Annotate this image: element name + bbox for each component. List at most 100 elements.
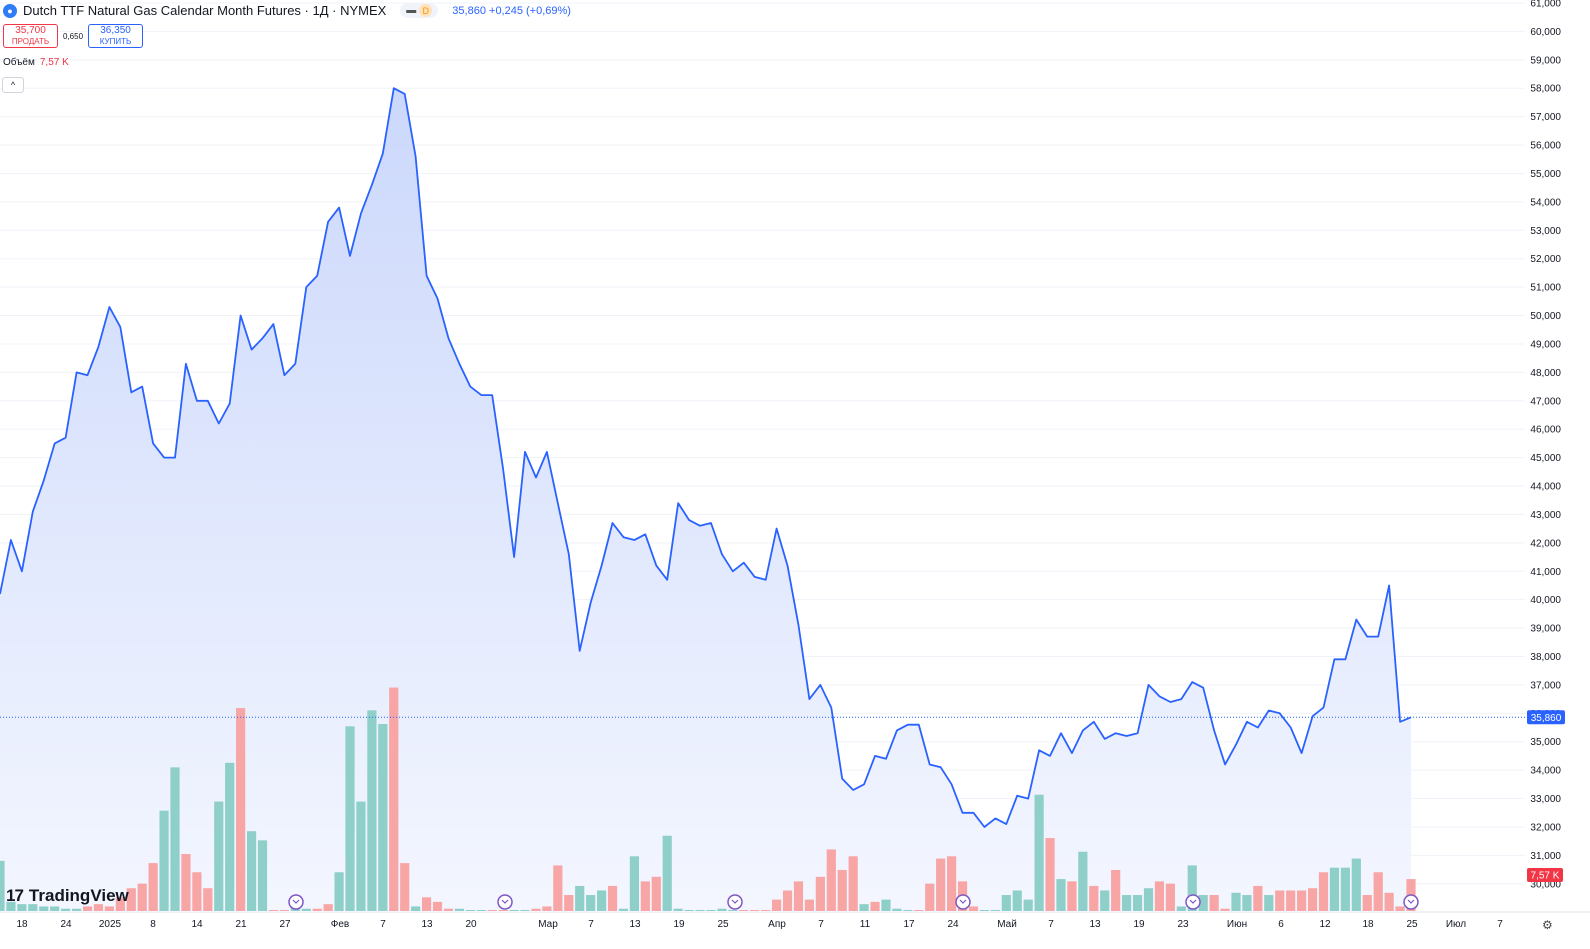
sell-button[interactable]: 35,700 ПРОДАТЬ: [3, 24, 58, 48]
volume-bar: [487, 910, 497, 911]
volume-bar: [782, 890, 793, 911]
y-tick-label: 30,000: [1530, 879, 1561, 890]
volume-bar: [1318, 872, 1329, 911]
volume-bar: [673, 908, 683, 911]
x-tick-label: 7: [1048, 919, 1054, 930]
x-tick-label: Июн: [1227, 919, 1247, 930]
volume-bar: [1307, 888, 1318, 911]
event-markers: [288, 894, 1419, 910]
volume-bar: [837, 869, 847, 911]
volume-bar: [1056, 879, 1066, 911]
volume-bar: [323, 904, 333, 911]
volume-bar: [301, 908, 311, 911]
volume-bar: [1089, 885, 1099, 911]
x-tick-label: Мар: [538, 919, 558, 930]
volume-bar: [761, 910, 771, 911]
y-tick-label: 51,000: [1530, 283, 1561, 294]
volume-bar: [268, 910, 279, 911]
y-tick-label: 38,000: [1530, 652, 1561, 663]
volume-bar: [848, 856, 858, 911]
volume-bar: [1362, 895, 1372, 911]
volume-bar: [750, 910, 760, 911]
volume-bar: [575, 885, 585, 911]
x-tick-label: Апр: [768, 919, 786, 930]
volume-bar: [553, 865, 563, 911]
dividend-arrow-icon: [1185, 894, 1201, 910]
drop-icon: ●: [3, 3, 17, 18]
volume-bar: [1154, 881, 1165, 911]
y-tick-label: 54,000: [1530, 197, 1561, 208]
volume-bar: [903, 910, 913, 911]
volume-bar: [170, 767, 180, 911]
volume-bar: [640, 881, 650, 911]
x-tick-label: Май: [997, 919, 1017, 930]
volume-bar: [1264, 895, 1274, 911]
market-status-badge[interactable]: ▬ D: [400, 3, 439, 18]
volume-bar: [520, 910, 530, 911]
y-tick-label: 58,000: [1530, 84, 1561, 95]
volume-bar: [61, 908, 71, 911]
volume-bar: [662, 835, 672, 911]
volume-bar: [509, 910, 519, 911]
gear-icon[interactable]: ⚙: [1542, 918, 1553, 932]
y-tick-label: 34,000: [1530, 766, 1561, 777]
volume-bar: [815, 876, 825, 911]
x-tick-label: 2025: [99, 919, 122, 930]
delayed-badge: D: [419, 4, 433, 17]
x-tick-label: 19: [673, 919, 685, 930]
x-axis: 18 24 2025 8 14 21 27 Фев 7 13 20 Мар 7 13 19 25 Апр 7 11 1…: [0, 911, 1590, 930]
volume-bar: [772, 899, 782, 911]
volume-bar: [476, 910, 486, 911]
x-tick-label: 20: [465, 919, 477, 930]
dividend-arrow-icon: [1403, 894, 1419, 910]
x-tick-label: 25: [1406, 919, 1418, 930]
price-change: +0,245 (+0,69%): [489, 4, 571, 17]
volume-bar: [400, 863, 410, 911]
tradingview-logo[interactable]: 17 TradingView: [6, 886, 129, 906]
x-tick-label: 14: [191, 919, 203, 930]
volume-bar: [1034, 794, 1044, 911]
volume-bar: [465, 910, 475, 911]
volume-bar: [586, 895, 596, 911]
volume-bar: [990, 910, 1000, 911]
collapse-legend-button[interactable]: ^: [2, 77, 24, 93]
y-tick-label: 31,000: [1530, 851, 1561, 862]
x-tick-label: 24: [60, 919, 72, 930]
sell-price: 35,700: [15, 24, 46, 36]
volume-bar: [257, 840, 268, 911]
volume-bar: [618, 908, 629, 911]
y-tick-label: 39,000: [1530, 624, 1561, 635]
spread-value: 0,650: [63, 31, 84, 41]
volume-bar: [607, 885, 618, 911]
y-tick-label: 47,000: [1530, 396, 1561, 407]
volume-bar: [651, 876, 661, 911]
volume-bar: [1001, 895, 1011, 911]
y-tick-label: 35,000: [1530, 737, 1561, 748]
volume-bar: [345, 726, 355, 911]
symbol-title[interactable]: Dutch TTF Natural Gas Calendar Month Fut…: [23, 3, 387, 18]
volume-bar: [892, 908, 902, 911]
volume-bar: [1012, 890, 1022, 911]
x-tick-label: 6: [1278, 919, 1284, 930]
y-tick-label: 41,000: [1530, 567, 1561, 578]
volume-bar: [312, 908, 322, 911]
buy-label: КУПИТЬ: [99, 36, 132, 46]
volume-bar: [629, 856, 639, 911]
volume-value: 7,57 K: [39, 57, 69, 68]
buy-button[interactable]: 36,350 КУПИТЬ: [88, 24, 144, 48]
volume-bar: [1023, 899, 1033, 911]
status-dash-icon: ▬: [406, 5, 417, 16]
volume-bar: [148, 863, 158, 911]
volume-bar: [28, 904, 38, 911]
volume-bar: [279, 910, 289, 911]
volume-bar: [421, 897, 432, 911]
x-tick-label: 8: [150, 919, 156, 930]
volume-bar: [739, 910, 749, 911]
volume-bar: [236, 708, 246, 911]
volume-bar: [356, 801, 366, 911]
volume-legend[interactable]: Объём 7,57 K: [3, 57, 69, 68]
volume-bar: [914, 910, 924, 911]
volume-bar: [1111, 869, 1121, 911]
volume-bar: [1286, 890, 1296, 911]
